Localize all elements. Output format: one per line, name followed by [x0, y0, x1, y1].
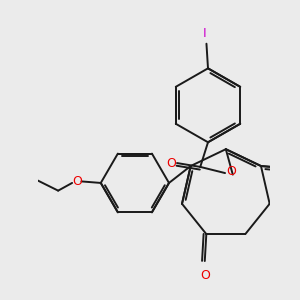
Text: I: I [203, 27, 207, 40]
Text: O: O [226, 165, 236, 178]
Text: O: O [200, 269, 210, 282]
Text: O: O [167, 157, 176, 169]
Text: O: O [72, 175, 82, 188]
